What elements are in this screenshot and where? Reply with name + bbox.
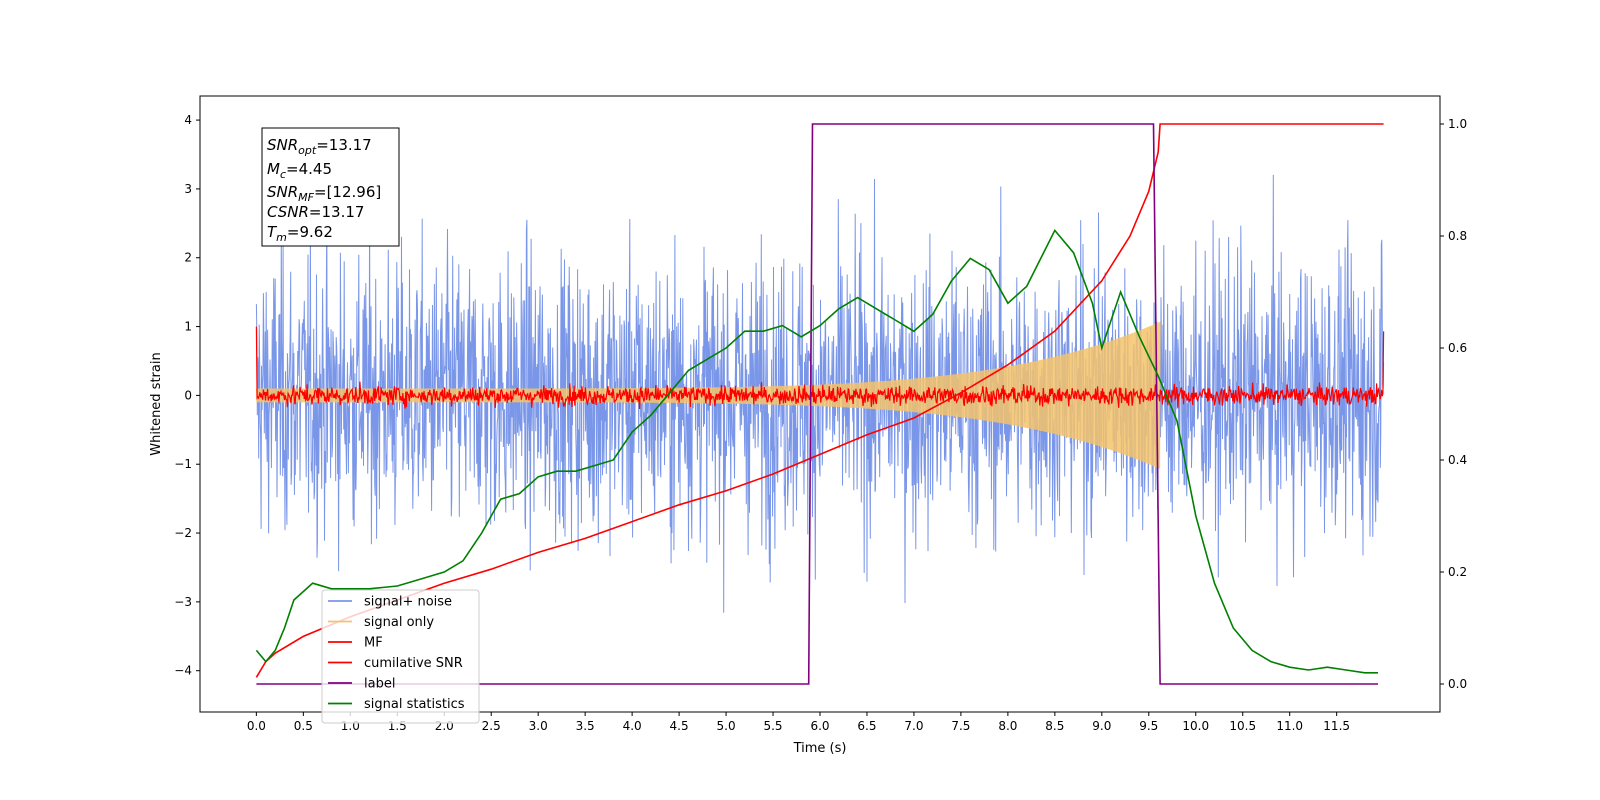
y-axis-left: −4 −3 −2 −1 0 1 2 3 4 [174,113,200,678]
x-tick-label: 0.5 [294,719,313,733]
legend-label: label [364,677,395,692]
y-tick-label: −3 [174,595,192,609]
info-snr-opt: SNRopt=13.17 [267,136,372,157]
legend-label: signal statistics [364,697,465,712]
x-tick-label: 11.5 [1323,719,1350,733]
info-tm: Tm=9.62 [267,223,333,244]
y-tick-label: 3 [184,182,192,196]
x-tick-label: 7.5 [951,719,970,733]
legend-frame [321,589,480,724]
info-box: SNRopt=13.17 Mc=4.45 SNRMF=[12.96] CSNR=… [261,127,400,247]
y2-tick-label: 0.4 [1448,453,1467,467]
x-tick-label: 7.0 [904,719,923,733]
x-tick-label: 3.0 [529,719,548,733]
y2-tick-label: 0.6 [1448,341,1467,355]
x-tick-label: 8.5 [1045,719,1064,733]
series-signal-statistics [255,228,1378,674]
info-box-frame [261,127,400,247]
y-tick-label: −1 [174,457,192,471]
y2-tick-label: 0.8 [1448,229,1467,243]
legend-label: cumilative SNR [364,656,463,671]
x-tick-label: 11.0 [1276,719,1303,733]
x-tick-label: 4.0 [623,719,642,733]
legend: signal+ noise signal only MF cumilative SNR… [321,589,480,724]
x-tick-label: 10.5 [1229,719,1256,733]
y-axis-label: Whitened strain [149,352,164,455]
x-tick-label: 5.5 [763,719,782,733]
x-tick-label: 9.5 [1139,719,1158,733]
legend-label: signal+ noise [364,595,452,610]
y2-tick-label: 0.0 [1448,677,1467,691]
x-tick-label: 3.5 [576,719,595,733]
info-csnr: CSNR=13.17 [267,203,364,221]
y-tick-label: −2 [174,526,192,540]
y-tick-label: 2 [184,251,192,265]
series-mf [255,326,1385,410]
info-snr-mf: SNRMF=[12.96] [267,183,381,204]
x-axis-label: Time (s) [793,741,847,756]
series-label [256,123,1378,685]
x-tick-label: 2.5 [482,719,501,733]
legend-label: MF [364,636,383,651]
y2-tick-label: 1.0 [1448,117,1467,131]
y-axis-right: 0.0 0.2 0.4 0.6 0.8 1.0 [1440,117,1467,691]
y-tick-label: 0 [184,388,192,402]
x-tick-label: 8.0 [998,719,1017,733]
y-tick-label: −4 [174,664,192,678]
series-signal-noise [255,174,1385,613]
info-mc: Mc=4.45 [267,160,332,181]
x-tick-label: 6.0 [810,719,829,733]
series-signal-only [255,321,1161,469]
x-tick-label: 9.0 [1092,719,1111,733]
y-tick-label: 1 [184,320,192,334]
x-tick-label: 5.0 [717,719,736,733]
y2-tick-label: 0.2 [1448,565,1467,579]
y-tick-label: 4 [184,113,192,127]
x-tick-label: 0.0 [247,719,266,733]
x-tick-label: 10.0 [1182,719,1209,733]
x-tick-label: 4.5 [670,719,689,733]
legend-label: signal only [364,615,434,630]
x-tick-label: 6.5 [857,719,876,733]
